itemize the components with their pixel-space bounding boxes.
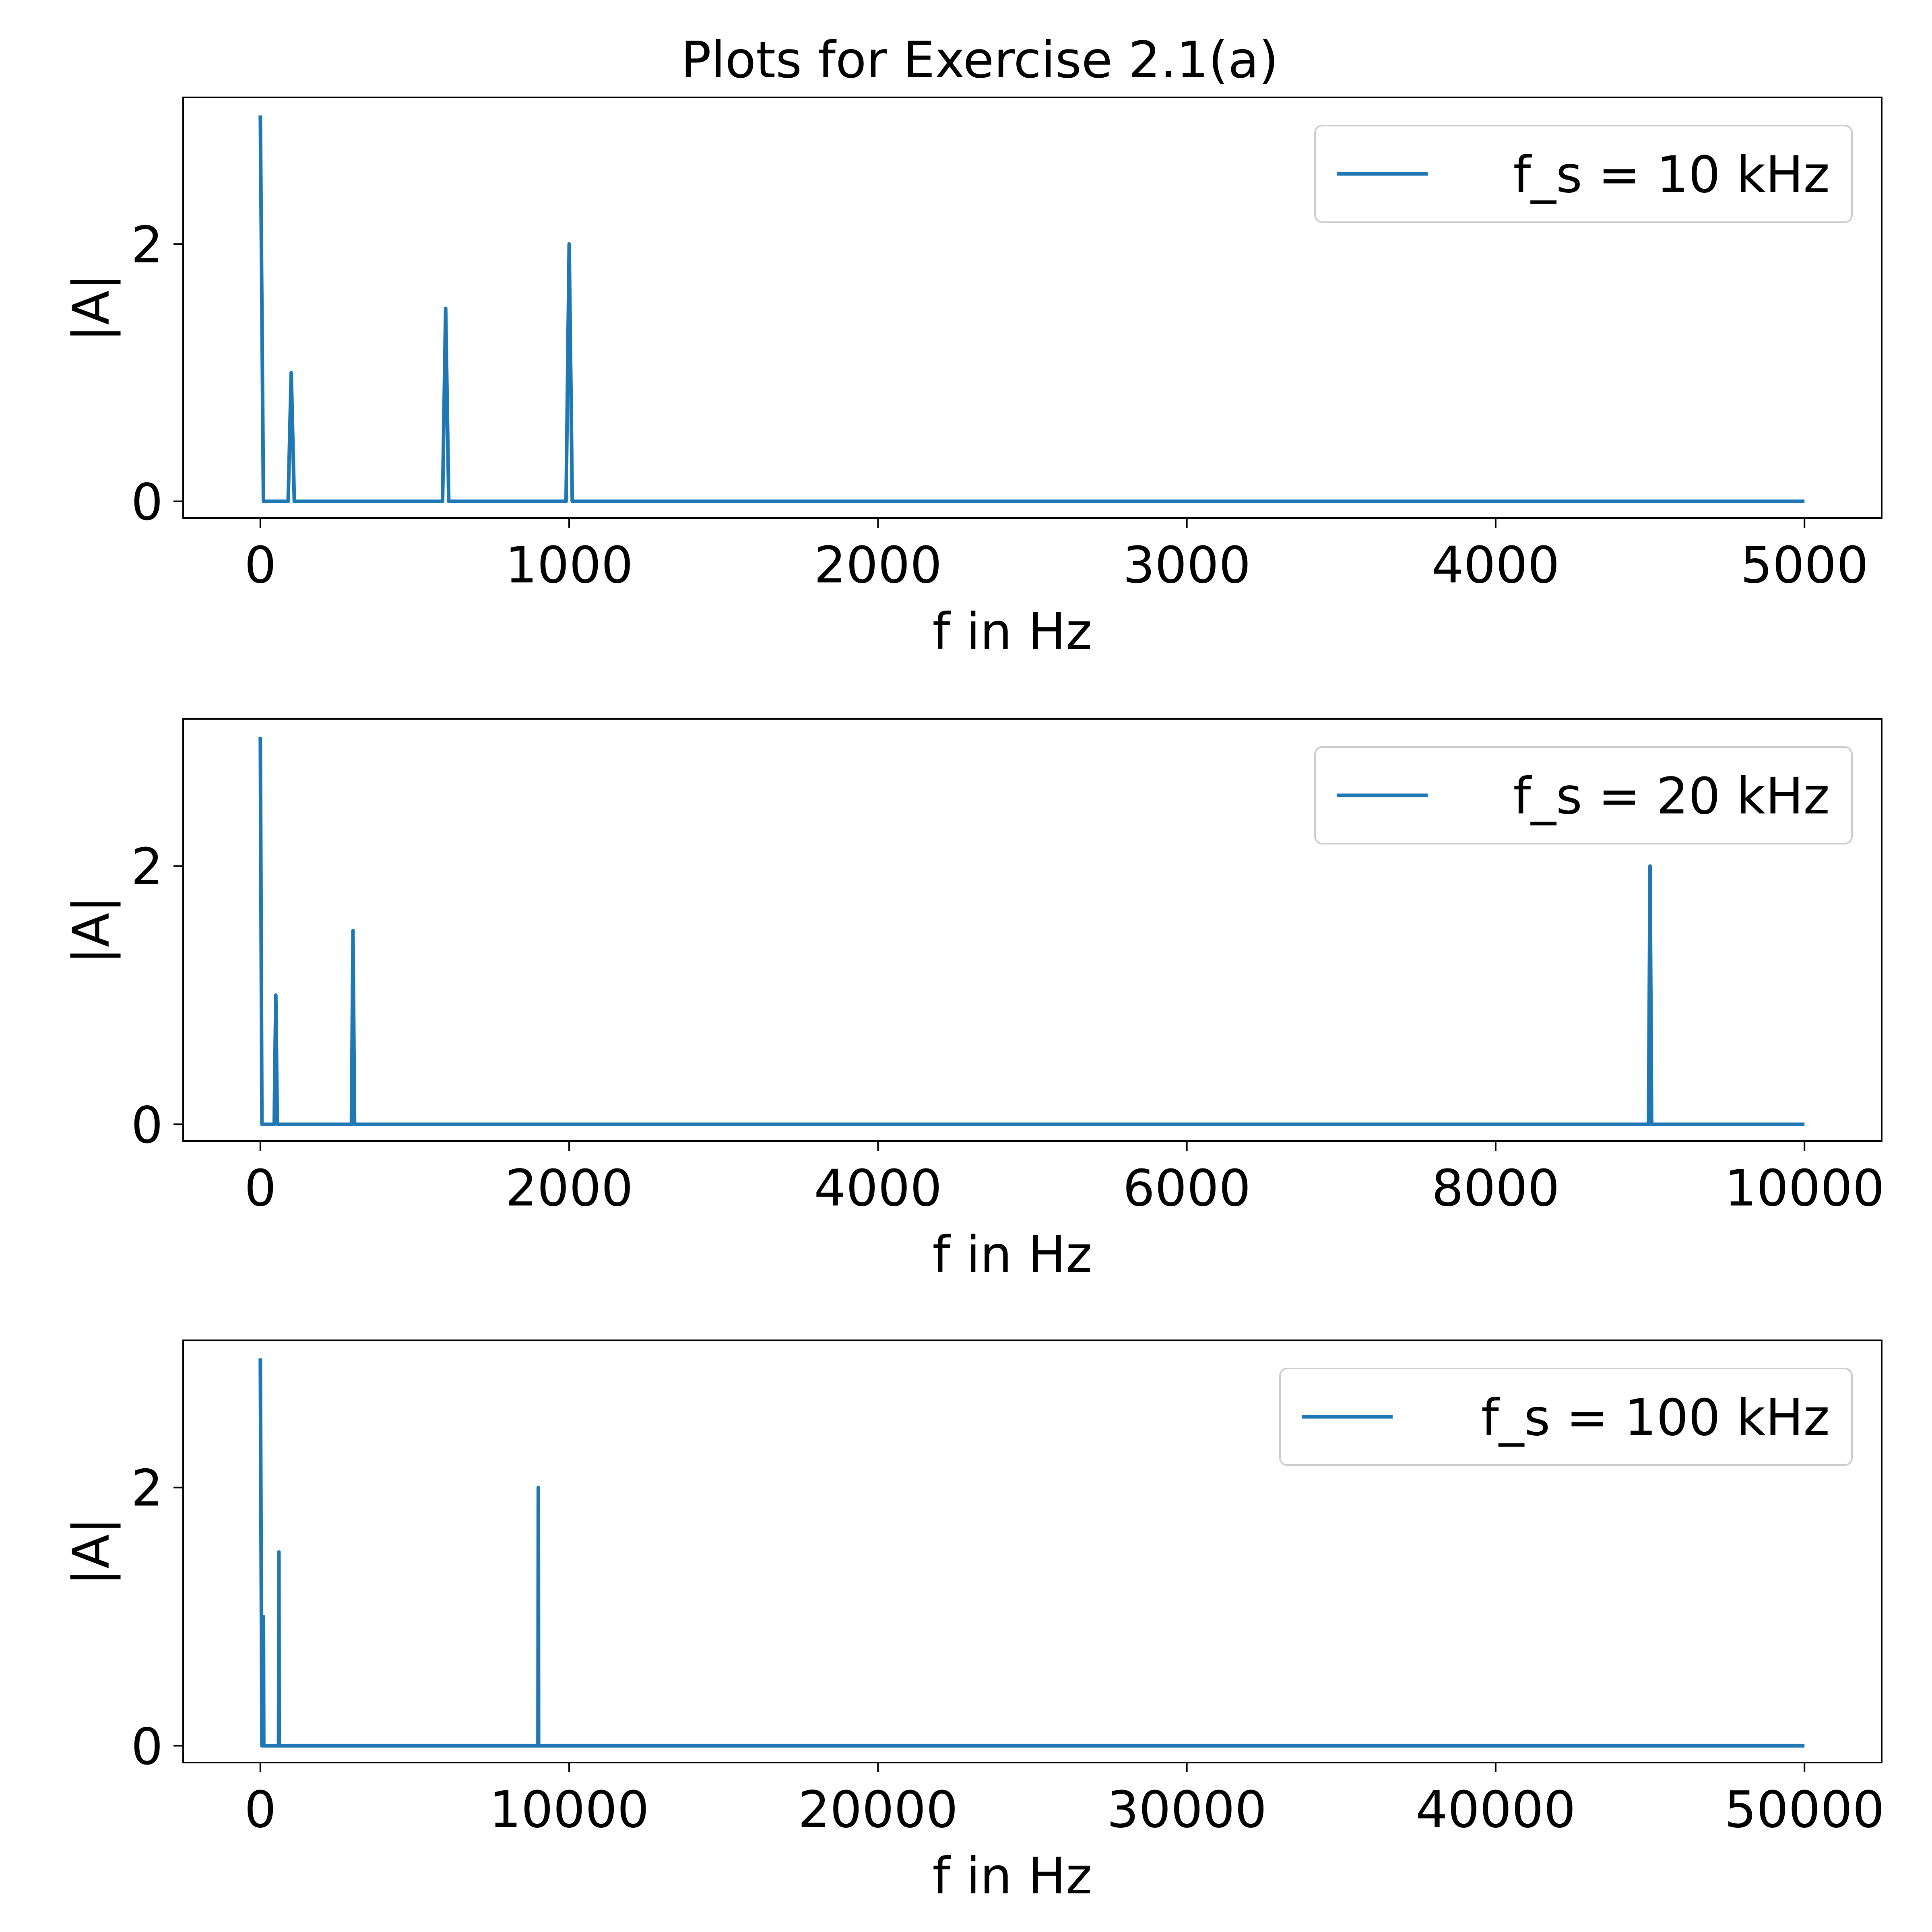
series-line-3-1: [258, 1358, 1805, 1748]
x-tick-label: 0: [244, 1159, 277, 1218]
legend: f_s = 100 kHz: [1279, 1368, 1853, 1466]
figure-title: Plots for Exercise 2.1(a): [681, 31, 1279, 89]
x-tick-label: 4000: [814, 1159, 942, 1218]
x-tick-label: 4000: [1432, 536, 1560, 594]
y-tick-label: 0: [131, 1717, 163, 1776]
x-tick-label: 30000: [1107, 1781, 1267, 1839]
axes-frame: [182, 97, 1882, 519]
y-tick-label: 2: [131, 216, 163, 274]
y-tick-label: 2: [131, 1459, 163, 1518]
series-line-1-1: [258, 115, 1805, 503]
x-tick-label: 2000: [505, 1159, 633, 1218]
y-tick-label: 0: [131, 1096, 163, 1154]
legend-label: f_s = 100 kHz: [1481, 1389, 1830, 1447]
legend-label: f_s = 10 kHz: [1513, 146, 1830, 204]
x-axis-label: f in Hz: [932, 1847, 1092, 1905]
subplot-3: 0 10000 20000 30000 40000 50000 0 2 f in Hz |A| f_…: [62, 1340, 1885, 1905]
y-tick-label: 2: [131, 838, 163, 896]
x-tick-label: 5000: [1740, 536, 1868, 594]
x-tick-label: 0: [244, 1781, 277, 1839]
x-tick-label: 50000: [1724, 1781, 1885, 1839]
axes-frame: [182, 1340, 1882, 1763]
x-tick-label: 6000: [1123, 1159, 1251, 1218]
y-axis-label: |A|: [62, 896, 121, 964]
x-tick-label: 3000: [1123, 536, 1251, 594]
legend-box: [1314, 746, 1853, 844]
subplot-2: 0 2000 4000 6000 8000 10000 0 2 f in Hz |A| f_s = …: [62, 718, 1885, 1284]
y-tick-label: 0: [131, 473, 163, 531]
subplot-1: 0 1000 2000 3000 4000 5000 0 2 f in Hz |A| f_s = 1…: [62, 97, 1882, 661]
x-tick-label: 10000: [1724, 1159, 1885, 1218]
axes-frame: [182, 718, 1882, 1142]
x-tick-label: 20000: [798, 1781, 958, 1839]
legend-label: f_s = 20 kHz: [1513, 767, 1830, 826]
y-axis-label: |A|: [62, 1517, 121, 1586]
x-tick-label: 2000: [814, 536, 942, 594]
y-axis-label: |A|: [62, 274, 121, 342]
x-tick-label: 8000: [1432, 1159, 1560, 1218]
legend: f_s = 10 kHz: [1314, 125, 1853, 223]
series-line-2-1: [258, 737, 1805, 1126]
x-tick-label: 0: [244, 536, 277, 594]
x-tick-label: 40000: [1416, 1781, 1576, 1839]
legend: f_s = 20 kHz: [1314, 746, 1853, 844]
legend-box: [1279, 1368, 1853, 1466]
legend-box: [1314, 125, 1853, 223]
x-axis-label: f in Hz: [932, 1226, 1092, 1284]
x-tick-label: 10000: [489, 1781, 649, 1839]
x-tick-label: 1000: [505, 536, 633, 594]
x-axis-label: f in Hz: [932, 603, 1092, 661]
